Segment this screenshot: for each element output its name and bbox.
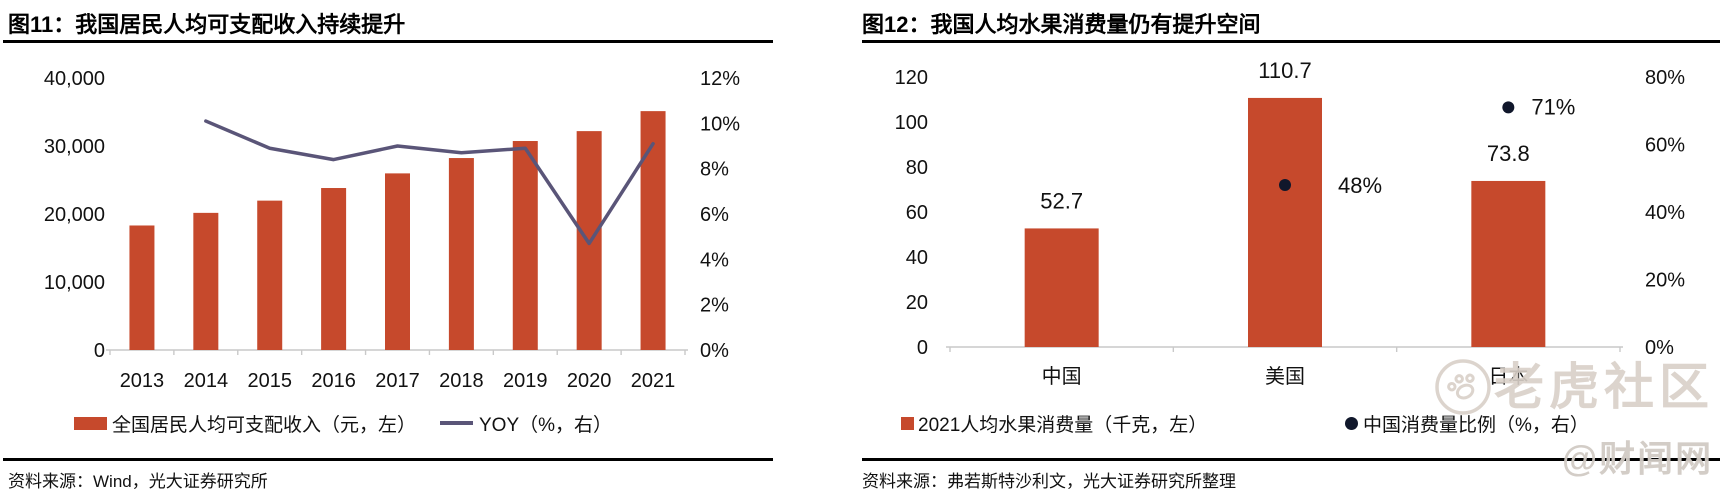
chart-label: 8% xyxy=(700,159,729,181)
bar-swatch-icon xyxy=(74,416,107,430)
chart-label: 10,000 xyxy=(44,272,105,294)
chart-label: 2015 xyxy=(247,370,292,392)
chart-label: 2014 xyxy=(184,370,229,392)
chart-label: 日本 xyxy=(1488,365,1528,388)
chart-label: 120 xyxy=(895,67,928,89)
chart-label: 6% xyxy=(700,204,729,226)
fig12-dot-美国 xyxy=(1279,179,1291,191)
fig11-title: 图11：我国居民人均可支配收入持续提升 xyxy=(8,12,406,37)
chart-label: 0 xyxy=(94,340,105,362)
chart-label: 2021 xyxy=(631,370,676,392)
dot-swatch-icon xyxy=(1345,416,1358,430)
chart-label: 2% xyxy=(700,295,729,317)
fig11-bar-2014 xyxy=(193,212,219,350)
fig11-bottom-rule xyxy=(3,458,773,461)
chart-label: 2019 xyxy=(503,370,548,392)
line-swatch-icon xyxy=(440,421,473,425)
fig11-line xyxy=(204,119,655,246)
fig12-bottom-rule xyxy=(862,458,1720,461)
chart-label: 100 xyxy=(895,112,928,134)
chart-label: 80% xyxy=(1645,67,1685,89)
fig11-bar-2017 xyxy=(385,173,410,350)
fig12-legend-ratio: 中国消费量比例（%，右） xyxy=(1345,411,1589,436)
chart-label: 4% xyxy=(700,249,729,271)
chart-label: 2017 xyxy=(375,370,420,392)
fig11-source: 资料来源：Wind，光大证券研究所 xyxy=(8,472,268,490)
chart-label: 0% xyxy=(700,340,729,362)
fig11-legend-yoy: YOY（%，右） xyxy=(440,411,613,436)
fig11-bar-2013 xyxy=(129,225,155,350)
chart-label: 73.8 xyxy=(1487,141,1530,166)
chart-label: 0% xyxy=(1645,337,1674,359)
fig11-bar-2016 xyxy=(321,188,347,350)
chart-label: 20,000 xyxy=(44,204,105,226)
chart-label: 60 xyxy=(906,202,928,224)
fig11-legend-yoy-label: YOY（%，右） xyxy=(479,414,613,436)
fig12-legend-ratio-label: 中国消费量比例（%，右） xyxy=(1363,414,1589,436)
fig12-dot-日本 xyxy=(1502,101,1515,114)
chart-label: 2020 xyxy=(567,370,612,392)
fig11-bar-2021 xyxy=(640,111,666,350)
chart-label: 71% xyxy=(1531,94,1575,119)
fig12-plot: 120 100 80 60 40 20 0 80% 60% 40% 20% 0% 中国 美国 日本 52.7 1… xyxy=(895,58,1686,388)
fig11-bar-2019 xyxy=(512,141,538,350)
chart-label: 52.7 xyxy=(1040,188,1083,213)
chart-label: 10% xyxy=(700,113,740,135)
fig12-title: 图12：我国人均水果消费量仍有提升空间 xyxy=(862,12,1261,37)
chart-label: 30,000 xyxy=(44,136,105,158)
fig12-legend-consumption-label: 2021人均水果消费量（千克，左） xyxy=(918,414,1208,436)
fig11-legend-income-label: 全国居民人均可支配收入（元，左） xyxy=(112,414,417,436)
fig11-bar-2015 xyxy=(257,200,283,350)
chart-label: 0 xyxy=(917,337,928,359)
fig12-title-rule xyxy=(862,40,1720,43)
bar-swatch-icon xyxy=(901,416,914,430)
fig12-legend-consumption: 2021人均水果消费量（千克，左） xyxy=(901,411,1208,436)
chart-label: 80 xyxy=(906,157,928,179)
chart-label: 2013 xyxy=(120,370,165,392)
chart-label: 48% xyxy=(1338,173,1382,198)
chart-label: 中国 xyxy=(1042,365,1082,388)
chart-label: 2016 xyxy=(311,370,356,392)
fig11-legend-income: 全国居民人均可支配收入（元，左） xyxy=(74,411,417,436)
chart-label: 60% xyxy=(1645,135,1685,157)
chart-label: 2018 xyxy=(439,370,484,392)
fig12-bar-美国 xyxy=(1248,97,1322,347)
chart-label: 40,000 xyxy=(44,68,105,90)
fig11-plot: 40,000 30,000 20,000 10,000 0 12% 10% 8% 6% 4% 2% 0… xyxy=(44,68,740,392)
chart-label: 12% xyxy=(700,68,740,90)
chart-label: 20% xyxy=(1645,270,1685,292)
fig12-source: 资料来源：弗若斯特沙利文，光大证券研究所整理 xyxy=(862,472,1236,490)
chart-label: 美国 xyxy=(1265,365,1305,388)
fig12-bar-日本 xyxy=(1471,180,1546,347)
fig11-bar-2018 xyxy=(448,158,474,350)
chart-label: 40 xyxy=(906,247,928,269)
chart-label: 110.7 xyxy=(1258,58,1311,83)
chart-label: 40% xyxy=(1645,202,1685,224)
chart-label: 20 xyxy=(906,292,928,314)
fig12-bar-中国 xyxy=(1024,228,1099,347)
fig11-title-rule xyxy=(3,40,773,43)
